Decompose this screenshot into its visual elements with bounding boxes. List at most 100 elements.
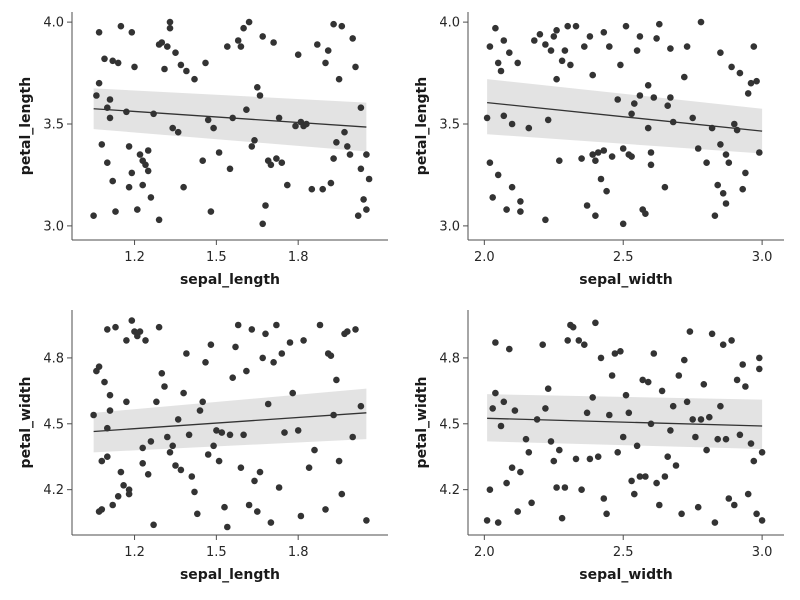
data-point xyxy=(129,317,136,324)
data-point xyxy=(161,66,168,73)
data-point xyxy=(509,464,516,471)
confidence-band xyxy=(94,88,367,151)
data-point xyxy=(489,405,496,412)
data-point xyxy=(701,381,708,388)
x-axis-label: sepal_width xyxy=(579,567,673,583)
data-point xyxy=(303,121,310,128)
data-point xyxy=(104,326,111,333)
data-point xyxy=(645,82,652,89)
data-point xyxy=(352,326,359,333)
data-point xyxy=(118,23,125,30)
data-point xyxy=(180,184,187,191)
data-point xyxy=(123,337,130,344)
subplot-1: 1.2 1.5 1.8 3.0 3.5 4.0 sepal_length petal_leng… xyxy=(18,12,388,288)
data-point xyxy=(695,504,702,511)
data-point xyxy=(257,469,264,476)
data-point xyxy=(344,143,351,150)
data-point xyxy=(617,348,624,355)
data-point xyxy=(681,74,688,81)
data-point xyxy=(678,511,685,518)
data-point xyxy=(129,170,136,177)
data-point xyxy=(642,210,649,217)
data-point xyxy=(336,76,343,83)
data-point xyxy=(601,495,608,502)
data-point xyxy=(205,117,212,124)
data-point xyxy=(156,324,163,331)
data-point xyxy=(289,390,296,397)
data-point xyxy=(703,447,710,454)
x-tick-label: 1.8 xyxy=(288,250,309,265)
data-point xyxy=(145,168,152,175)
data-point xyxy=(292,123,299,130)
data-point xyxy=(306,464,313,471)
data-point xyxy=(726,159,733,166)
data-point xyxy=(202,359,209,366)
data-point xyxy=(123,109,130,116)
data-point xyxy=(664,453,671,460)
data-point xyxy=(224,43,231,50)
data-point xyxy=(587,456,594,463)
data-point xyxy=(759,517,766,524)
data-point xyxy=(243,368,250,375)
data-point xyxy=(148,194,155,201)
data-point xyxy=(189,473,196,480)
data-point xyxy=(115,60,122,67)
data-point xyxy=(670,403,677,410)
data-point xyxy=(620,434,627,441)
subplot-2: 2.0 2.5 3.03.03.54.0sepal_widthpetal_lengt… xyxy=(414,12,784,288)
data-point xyxy=(208,341,215,348)
data-point xyxy=(673,462,680,469)
data-point xyxy=(259,221,266,228)
y-tick-label: 3.5 xyxy=(439,118,460,133)
data-point xyxy=(336,458,343,465)
data-point xyxy=(664,102,671,109)
x-axis-label: sepal_width xyxy=(579,272,673,288)
data-point xyxy=(712,519,719,526)
x-tick-label: 2.5 xyxy=(613,250,634,265)
data-point xyxy=(617,62,624,69)
data-point xyxy=(512,407,519,414)
data-point xyxy=(634,443,641,450)
data-point xyxy=(662,184,669,191)
y-axis-label: petal_length xyxy=(414,77,430,175)
data-point xyxy=(279,350,286,357)
y-tick-label: 4.0 xyxy=(439,16,460,31)
data-point xyxy=(651,94,658,101)
data-point xyxy=(603,511,610,518)
data-point xyxy=(739,361,746,368)
data-point xyxy=(487,159,494,166)
data-point xyxy=(183,350,190,357)
data-point xyxy=(656,21,663,28)
data-point xyxy=(606,412,613,419)
data-point xyxy=(642,473,649,480)
data-point xyxy=(159,370,166,377)
data-point xyxy=(564,23,571,30)
data-point xyxy=(93,92,100,99)
data-point xyxy=(570,324,577,331)
y-axis-label: petal_width xyxy=(18,377,34,469)
data-point xyxy=(186,432,193,439)
data-point xyxy=(238,464,245,471)
data-point xyxy=(748,440,755,447)
data-point xyxy=(153,399,160,406)
data-point xyxy=(268,162,275,169)
data-point xyxy=(104,159,111,166)
data-point xyxy=(161,383,168,390)
data-point xyxy=(728,337,735,344)
data-point xyxy=(99,458,106,465)
data-point xyxy=(564,337,571,344)
data-point xyxy=(645,125,652,132)
data-point xyxy=(514,60,521,67)
data-point xyxy=(145,471,152,478)
data-point xyxy=(172,49,179,56)
data-point xyxy=(112,324,119,331)
data-point xyxy=(235,322,242,329)
data-point xyxy=(90,212,97,219)
data-point xyxy=(523,436,530,443)
data-point xyxy=(273,322,280,329)
data-point xyxy=(495,519,502,526)
data-point xyxy=(623,23,630,30)
x-tick-label: 1.2 xyxy=(124,250,145,265)
data-point xyxy=(216,149,223,156)
data-point xyxy=(609,153,616,160)
